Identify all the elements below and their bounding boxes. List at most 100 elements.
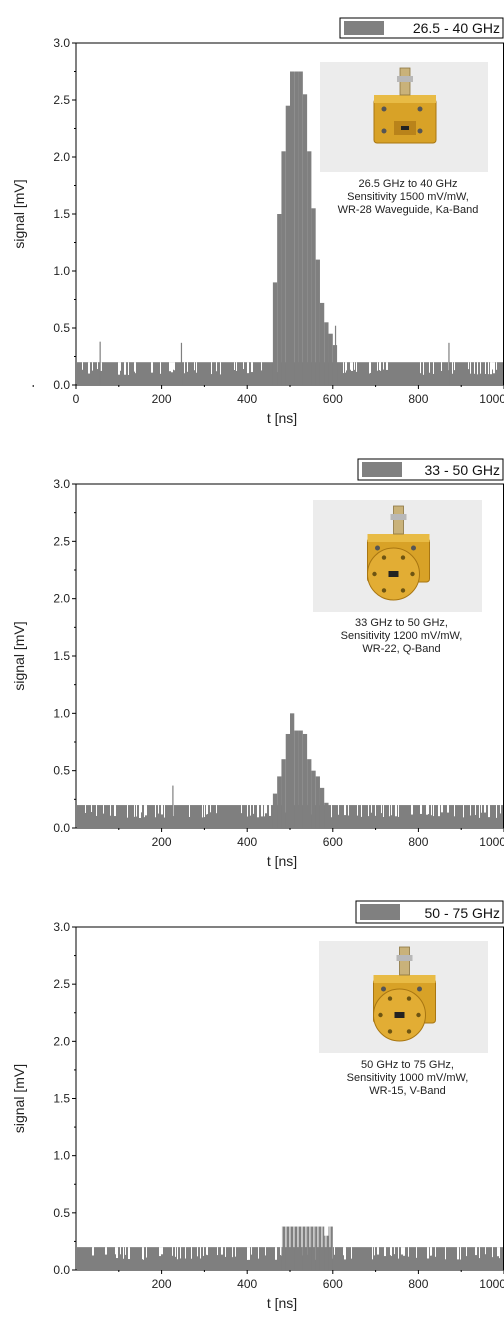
noise-gap <box>427 805 429 815</box>
noise-gap <box>247 362 249 374</box>
y-tick-label: 2.5 <box>53 534 70 548</box>
noise-gap <box>338 805 339 815</box>
noise-gap <box>172 1247 173 1256</box>
noise-gap <box>85 805 86 813</box>
noise-gap <box>127 805 128 818</box>
noise-gap <box>401 1247 403 1255</box>
y-tick-label: 1.0 <box>53 264 70 278</box>
noise-gap <box>433 362 434 374</box>
flange-hole <box>381 555 387 560</box>
pulse-bar-7 <box>307 1226 312 1270</box>
pulse-bar-5 <box>290 713 295 828</box>
pulse-gap <box>309 1226 311 1248</box>
noise-gap <box>377 362 378 371</box>
spike-bar-4 <box>448 342 450 385</box>
noise-gap <box>485 1247 486 1255</box>
pulse-bar-1 <box>281 1226 286 1270</box>
noise-gap <box>203 1247 204 1256</box>
noise-gap <box>251 362 253 373</box>
y-tick-label: 0.0 <box>53 378 70 392</box>
noise-gap <box>171 362 173 373</box>
noise-gap <box>221 1247 223 1255</box>
noise-gap <box>351 362 353 372</box>
pulse-bar-1 <box>272 282 278 385</box>
noise-gap <box>141 805 142 813</box>
x-tick-label: 400 <box>237 392 257 406</box>
noise-gap <box>384 1247 386 1257</box>
pulse-bar-3 <box>281 759 286 828</box>
screw <box>411 545 416 551</box>
noise-gap <box>269 805 271 816</box>
noise-gap <box>343 362 344 374</box>
x-tick-label: 200 <box>152 392 172 406</box>
noise-gap <box>140 805 141 816</box>
noise-gap <box>164 805 165 818</box>
noise-gap <box>202 805 203 818</box>
pulse-bar-5 <box>290 71 295 385</box>
legend: 33 - 50 GHz <box>357 458 504 481</box>
noise-gap <box>372 1247 373 1260</box>
noise-gap <box>433 805 434 817</box>
pulse-bar-12 <box>319 787 325 828</box>
noise-gap <box>258 1247 259 1259</box>
spike-bar-1 <box>172 785 174 828</box>
screw <box>381 986 386 992</box>
noise-gap <box>431 805 432 816</box>
noise-gap <box>411 805 413 815</box>
legend-label: 50 - 75 GHz <box>425 905 500 921</box>
noise-gap <box>204 805 205 818</box>
x-tick-label: 0 <box>73 392 80 406</box>
noise-gap <box>454 805 455 817</box>
noise-gap <box>110 805 111 816</box>
pulse-bar-9 <box>315 1226 320 1270</box>
pulse-bar-7 <box>298 730 303 828</box>
pulse-bar-12 <box>328 1226 333 1270</box>
x-axis-title: t [ns] <box>267 853 297 869</box>
noise-gap <box>441 805 443 813</box>
x-tick-label: 1000 <box>479 835 504 849</box>
pulse-bar-6 <box>294 730 299 828</box>
noise-gap <box>488 362 489 375</box>
noise-gap <box>216 362 217 372</box>
flange-hole <box>400 588 406 593</box>
noise-gap <box>377 1247 379 1255</box>
noise-gap <box>158 805 159 814</box>
noise-gap <box>220 362 221 375</box>
noise-gap <box>460 1247 461 1260</box>
screw <box>417 128 423 134</box>
noise-gap <box>477 362 478 375</box>
detector-photo <box>313 500 482 612</box>
noise-gap <box>423 362 424 375</box>
noise-gap <box>200 1247 201 1259</box>
pulse-bar-4 <box>285 733 290 828</box>
connector-nut <box>396 955 413 961</box>
inset-caption: 33 GHz to 50 GHz,Sensitivity 1200 mV/mW,… <box>341 617 463 655</box>
noise-gap <box>390 1247 391 1256</box>
noise-gap <box>275 1247 277 1260</box>
pulse-bar-11 <box>315 259 320 385</box>
x-tick-label: 800 <box>408 392 428 406</box>
y-axis-title: signal [mV] <box>11 179 27 248</box>
noise-gap <box>144 805 145 818</box>
noise-gap <box>145 805 147 816</box>
y-tick-label: 2.5 <box>53 977 70 991</box>
noise-gap <box>232 1247 233 1258</box>
noise-gap <box>247 1247 248 1260</box>
pulse-bar-8 <box>302 94 308 386</box>
pulse-bar-6 <box>302 1226 308 1270</box>
noise-gap <box>474 362 475 374</box>
waveguide-aperture <box>401 126 409 130</box>
noise-gap <box>206 805 207 815</box>
noise-gap <box>207 1247 208 1256</box>
pulse-gap <box>313 1226 315 1248</box>
noise-gap <box>114 805 116 817</box>
noise-gap <box>124 362 126 375</box>
noise-gap <box>184 362 185 374</box>
pulse-series <box>272 713 329 828</box>
caption-line-1: 33 GHz to 50 GHz, <box>355 617 448 629</box>
y-tick-label: 0.5 <box>53 764 70 778</box>
pulse-bar-9 <box>307 151 312 385</box>
noise-gap <box>391 805 392 816</box>
noise-gap <box>265 805 267 814</box>
noise-gap <box>248 1247 250 1260</box>
